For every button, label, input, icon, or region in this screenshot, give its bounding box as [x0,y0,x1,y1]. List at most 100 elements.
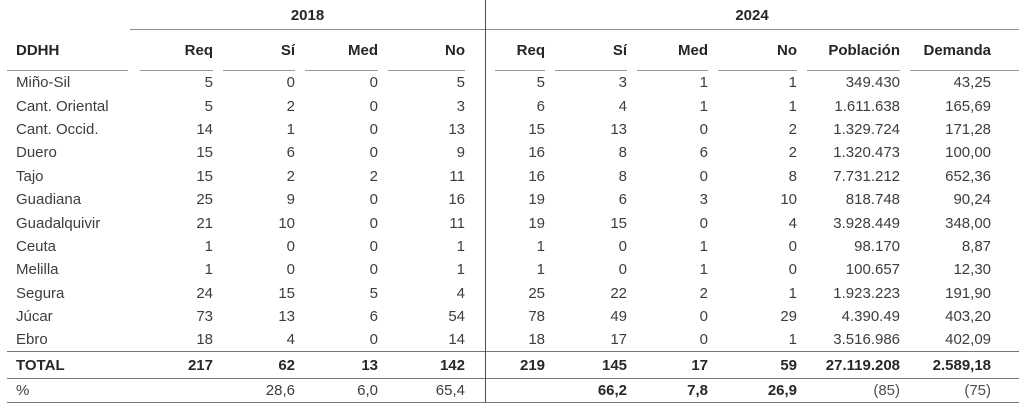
year-header-2018: 2018 [130,0,486,30]
data-cell: 6 [699,144,709,162]
gutter-cell [465,328,485,351]
row-label: Tajo [16,167,44,185]
data-cell: 652,36 [945,167,992,185]
data-cell: 3 [456,97,465,115]
total-cell: 219 [485,351,546,380]
gutter-cell [465,305,485,328]
col-header-demanda-2024: Demanda [900,30,1020,71]
data-cell: 13 [610,120,628,138]
data-cell: 0 [286,237,295,255]
data-cell: 4.390.49 [841,308,901,326]
data-cell: 98.170 [854,237,901,255]
data-cell: 10 [780,191,798,209]
data-cell: 2 [286,167,295,185]
data-cell: 25 [196,191,213,209]
col-header-ddhh: DDHH [7,30,130,71]
total-cell: 62 [213,351,295,380]
table-body: Miño-Sil 5 0 0 5 5 3 1 1 349.430 43,25 Cant. Orient… [7,71,1019,352]
percent-cell: 6,0 [295,378,378,404]
data-cell: 1 [699,97,709,115]
data-cell: 8,87 [961,237,992,255]
data-cell: 8 [618,144,628,162]
data-cell: 0 [788,237,798,255]
data-cell: 16 [528,167,546,185]
data-cell: 18 [196,331,213,349]
data-cell: 25 [528,284,546,302]
data-cell: 15 [196,144,213,162]
percent-cell: 66,2 [545,378,628,404]
data-cell: 12,30 [953,261,992,279]
data-cell: 9 [286,191,295,209]
row-label: Cant. Occid. [16,120,99,138]
row-label: Miño-Sil [16,74,71,92]
data-cell: 15 [610,214,628,232]
data-cell: 1 [699,237,709,255]
row-label: Cant. Oriental [16,97,109,115]
gutter-cell [465,235,485,258]
data-cell: 0 [699,167,709,185]
data-cell: 0 [369,261,378,279]
percent-cell: (75) [900,378,1020,404]
data-cell: 402,09 [945,331,992,349]
data-cell: 19 [528,214,546,232]
data-cell: 171,28 [945,120,992,138]
data-cell: 5 [456,74,465,92]
data-cell: 2 [369,167,378,185]
data-cell: 0 [699,120,709,138]
gutter-cell [465,258,485,281]
gutter-cell [465,351,486,380]
percent-cell [130,378,213,404]
data-cell: 7.731.212 [833,167,901,185]
total-label: TOTAL [7,351,130,380]
data-cell: 5 [369,284,378,302]
data-cell: 3 [699,191,709,209]
data-cell: 2 [788,144,798,162]
data-cell: 16 [528,144,546,162]
col-header-req-2024: Req [485,30,546,71]
data-cell: 0 [369,237,378,255]
data-cell: 3.928.449 [833,214,901,232]
data-cell: 1 [788,74,798,92]
table-row: Júcar 73 13 6 54 78 49 0 29 4.390.49 403,20 [7,305,1019,328]
row-label: Ebro [16,331,48,349]
data-cell: 11 [449,214,465,232]
percent-cell: 65,4 [378,378,465,404]
data-cell: 24 [196,284,213,302]
percent-cell: 26,9 [708,378,798,404]
data-cell: 15 [278,284,295,302]
table-row: Segura 24 15 5 4 25 22 2 1 1.923.223 191,90 [7,282,1019,305]
total-cell: 142 [378,351,465,380]
data-cell: 49 [610,308,628,326]
data-cell: 1 [286,120,295,138]
data-cell: 0 [699,308,709,326]
data-cell: 1 [788,331,798,349]
data-cell: 16 [448,191,465,209]
corner-cell [7,0,130,30]
col-header-si-2018: Sí [213,30,295,71]
data-cell: 0 [369,74,378,92]
data-cell: 0 [369,120,378,138]
col-header-req-2018: Req [130,30,213,71]
data-cell: 1.329.724 [833,120,901,138]
gutter-cell [465,378,486,404]
data-cell: 349.430 [845,74,901,92]
ddhh-comparison-table: 2018 2024 DDHH Req Sí Med No Req Sí Med … [7,0,1020,404]
data-cell: 6 [286,144,295,162]
percent-cell: 28,6 [213,378,295,404]
data-cell: 4 [788,214,798,232]
total-cell: 27.119.208 [797,351,901,380]
data-cell: 0 [369,191,378,209]
data-cell: 1 [699,261,709,279]
data-cell: 2 [699,284,709,302]
data-cell: 5 [204,97,213,115]
gutter-cell [465,282,485,305]
table-row: Guadiana 25 9 0 16 19 6 3 10 818.748 90,24 [7,188,1019,211]
data-cell: 0 [699,214,709,232]
total-cell: 2.589,18 [900,351,1020,380]
data-cell: 3.516.986 [833,331,901,349]
data-cell: 0 [286,74,295,92]
row-label: Júcar [16,308,53,326]
data-cell: 5 [204,74,213,92]
gutter-cell [465,94,485,117]
